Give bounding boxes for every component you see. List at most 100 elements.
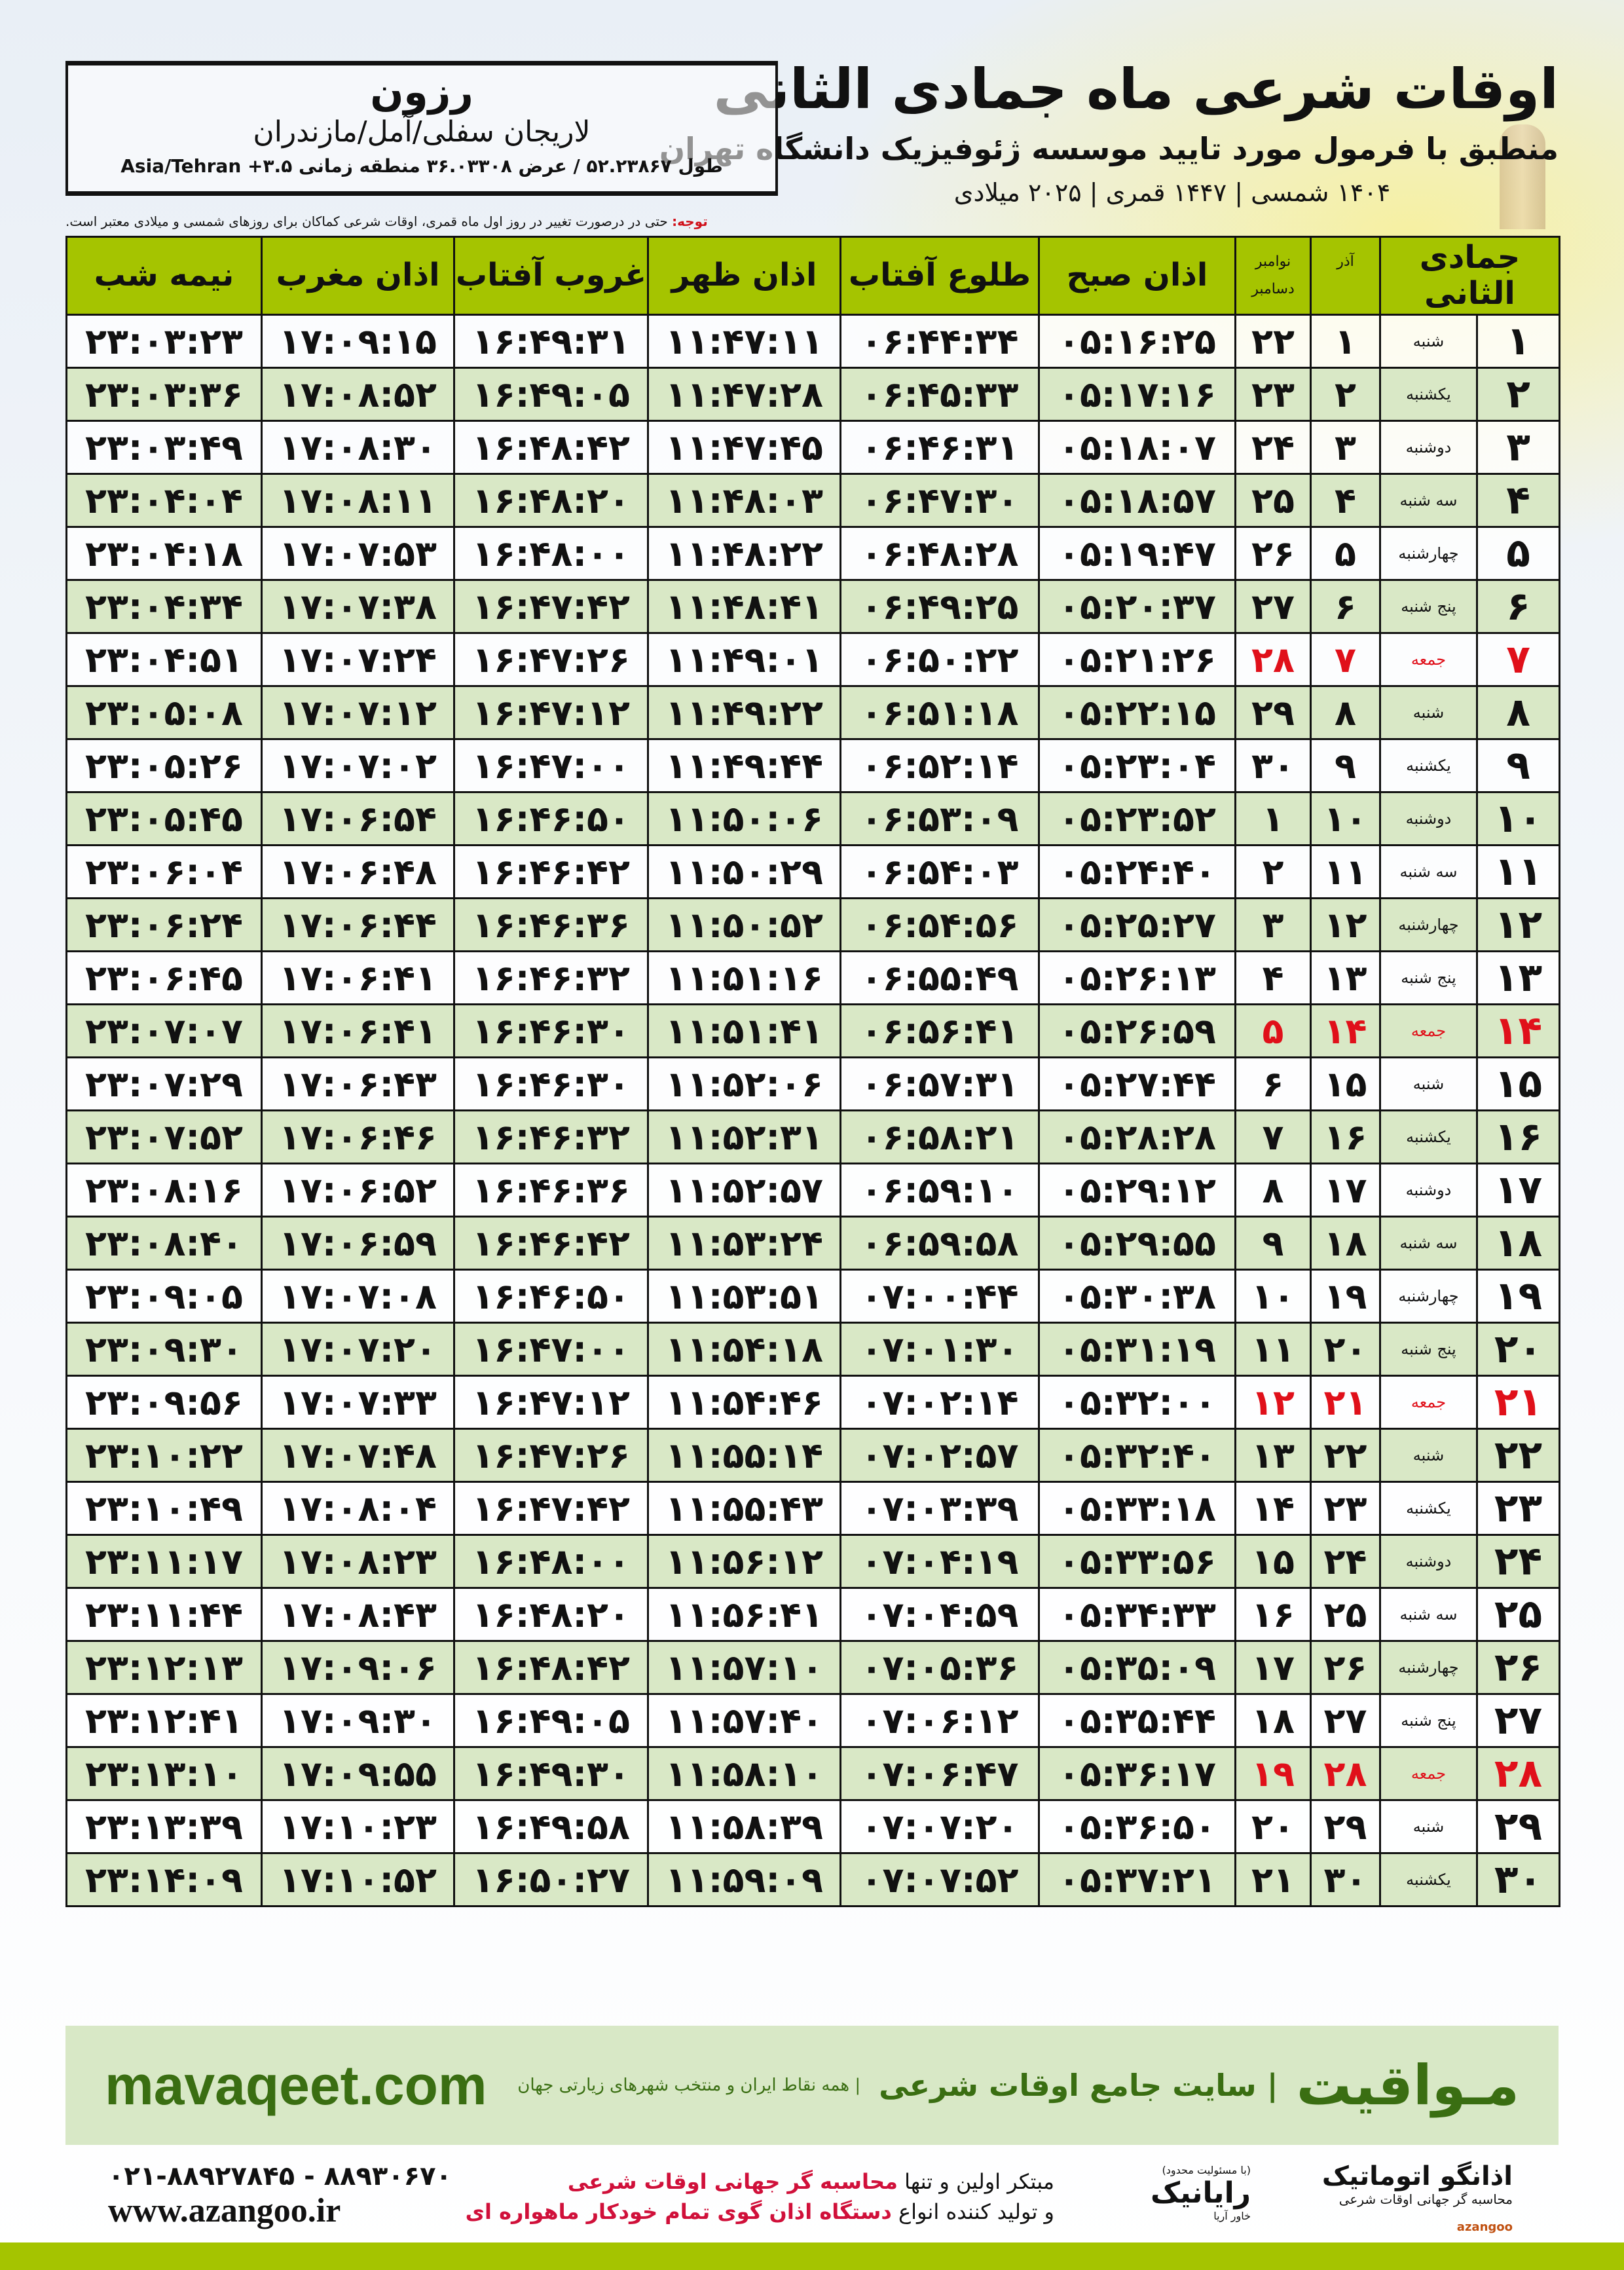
weekday: دوشنبه	[1379, 420, 1478, 475]
azangoo-website[interactable]: www.azangoo.ir	[108, 2192, 341, 2229]
azar-day: ۱۰	[1310, 791, 1381, 846]
day-number: ۲۷	[1476, 1693, 1560, 1748]
dhuhr-time: ۱۱:۵۱:۴۱	[647, 1003, 841, 1058]
day-number: ۱۱	[1476, 844, 1560, 899]
header-azar-label: آذر	[1337, 253, 1354, 270]
midnight-time: ۲۳:۱۳:۳۹	[65, 1799, 263, 1854]
sunrise-time: ۰۶:۴۶:۳۱	[840, 420, 1040, 475]
sunset-time: ۱۶:۴۶:۴۲	[453, 1216, 649, 1271]
weekday: شنبه	[1379, 1428, 1478, 1483]
dhuhr-time: ۱۱:۴۸:۲۲	[647, 526, 841, 581]
fajr-time: ۰۵:۲۷:۴۴	[1038, 1056, 1236, 1111]
fajr-time: ۰۵:۳۵:۴۴	[1038, 1693, 1236, 1748]
weekday: سه شنبه	[1379, 1216, 1478, 1271]
sunrise-time: ۰۷:۰۲:۵۷	[840, 1428, 1040, 1483]
midnight-time: ۲۳:۰۷:۲۹	[65, 1056, 263, 1111]
day-number: ۲۶	[1476, 1640, 1560, 1695]
sunset-time: ۱۶:۵۰:۲۷	[453, 1852, 649, 1907]
table-row: ۲۸ جمعه ۲۸ ۱۹ ۰۵:۳۶:۱۷ ۰۷:۰۶:۴۷ ۱۱:۵۸:۱۰ ۱۶:۴۹:…	[65, 1746, 1560, 1801]
header-nov-label: نوامبر	[1255, 253, 1291, 270]
table-row: ۱۸ سه شنبه ۱۸ ۹ ۰۵:۲۹:۵۵ ۰۶:۵۹:۵۸ ۱۱:۵۳:۲۴ ۱۶:۴…	[65, 1216, 1560, 1271]
maghrib-time: ۱۷:۰۸:۱۱	[261, 473, 455, 528]
azar-day: ۲۹	[1310, 1799, 1381, 1854]
gregorian-day: ۶	[1234, 1056, 1312, 1111]
table-row: ۲۱ جمعه ۲۱ ۱۲ ۰۵:۳۲:۰۰ ۰۷:۰۲:۱۴ ۱۱:۵۴:۴۶ ۱۶:۴۷:…	[65, 1375, 1560, 1430]
sunset-time: ۱۶:۴۸:۴۲	[453, 1640, 649, 1695]
note-text: حتی در درصورت تغییر در روز اول ماه قمری،…	[65, 214, 673, 229]
table-row: ۱ شنبه ۱ ۲۲ ۰۵:۱۶:۲۵ ۰۶:۴۴:۳۴ ۱۱:۴۷:۱۱ ۱۶:۴۹:۳۱…	[65, 314, 1560, 369]
page-subtitle: منطبق با فرمول مورد تایید موسسه ژئوفیزیک…	[659, 131, 1559, 166]
maghrib-time: ۱۷:۰۹:۱۵	[261, 314, 455, 369]
azangoo-logo: اذانگو اتوماتیک محاسبه گر جهانی اوقات شر…	[1322, 2161, 1513, 2237]
logo2-side: خاور آریا	[1213, 2210, 1251, 2222]
azar-day: ۱۳	[1310, 950, 1381, 1005]
logo1-latin: azangoo	[1456, 2220, 1513, 2234]
azar-day: ۷	[1310, 632, 1381, 687]
midnight-time: ۲۳:۱۳:۱۰	[65, 1746, 263, 1801]
promo-text: مبتکر اولین و تنها محاسبه گر جهانی اوقات…	[466, 2167, 1054, 2227]
fajr-time: ۰۵:۲۴:۴۰	[1038, 844, 1236, 899]
fajr-time: ۰۵:۳۶:۱۷	[1038, 1746, 1236, 1801]
sunset-time: ۱۶:۴۷:۲۶	[453, 1428, 649, 1483]
title-block: اوقات شرعی ماه جمادی الثانی منطبق با فرم…	[659, 0, 1559, 223]
table-row: ۲۶ چهارشنبه ۲۶ ۱۷ ۰۵:۳۵:۰۹ ۰۷:۰۵:۳۶ ۱۱:۵۷:۱۰ ۱۶…	[65, 1640, 1560, 1695]
weekday: دوشنبه	[1379, 1534, 1478, 1589]
dhuhr-time: ۱۱:۴۸:۰۳	[647, 473, 841, 528]
contact-block: ۰۲۱-۸۸۹۲۷۸۴۵ - ۸۸۹۳۰۶۷۰ www.azangoo.ir	[108, 2161, 452, 2230]
maghrib-time: ۱۷:۰۶:۵۴	[261, 791, 455, 846]
logo1-sub: محاسبه گر جهانی اوقات شرعی	[1338, 2191, 1513, 2207]
sunrise-time: ۰۶:۴۵:۳۳	[840, 367, 1040, 422]
rayanik-logo: (با مسئولیت محدود) رایانیک خاور آریا	[1151, 2164, 1251, 2222]
weekday: شنبه	[1379, 1799, 1478, 1854]
sunset-time: ۱۶:۴۶:۳۶	[453, 1163, 649, 1218]
azar-day: ۱۵	[1310, 1056, 1381, 1111]
sunset-time: ۱۶:۴۹:۵۸	[453, 1799, 649, 1854]
azar-day: ۱۸	[1310, 1216, 1381, 1271]
dhuhr-time: ۱۱:۴۸:۴۱	[647, 579, 841, 634]
azar-day: ۱۷	[1310, 1163, 1381, 1218]
brand-tagline: | سایت جامع اوقات شرعی	[879, 2068, 1278, 2103]
fajr-time: ۰۵:۱۸:۵۷	[1038, 473, 1236, 528]
dhuhr-time: ۱۱:۴۹:۴۴	[647, 738, 841, 793]
day-number: ۲	[1476, 367, 1560, 422]
table-row: ۲۹ شنبه ۲۹ ۲۰ ۰۵:۳۶:۵۰ ۰۷:۰۷:۲۰ ۱۱:۵۸:۳۹ ۱۶:۴۹:…	[65, 1799, 1560, 1854]
azar-day: ۱۴	[1310, 1003, 1381, 1058]
day-number: ۳	[1476, 420, 1560, 475]
midnight-time: ۲۳:۰۹:۰۵	[65, 1269, 263, 1324]
sunrise-time: ۰۶:۵۱:۱۸	[840, 685, 1040, 740]
gregorian-day: ۱۴	[1234, 1481, 1312, 1536]
maghrib-time: ۱۷:۰۸:۴۳	[261, 1587, 455, 1642]
day-number: ۵	[1476, 526, 1560, 581]
fajr-time: ۰۵:۳۵:۰۹	[1038, 1640, 1236, 1695]
website-link[interactable]: mavaqeet.com	[105, 2054, 487, 2116]
azar-day: ۲۳	[1310, 1481, 1381, 1536]
sunrise-time: ۰۶:۵۹:۵۸	[840, 1216, 1040, 1271]
midnight-time: ۲۳:۰۸:۴۰	[65, 1216, 263, 1271]
azar-day: ۱۲	[1310, 897, 1381, 952]
table-row: ۲ یکشنبه ۲ ۲۳ ۰۵:۱۷:۱۶ ۰۶:۴۵:۳۳ ۱۱:۴۷:۲۸ ۱۶:۴۹:…	[65, 367, 1560, 422]
gregorian-day: ۲۰	[1234, 1799, 1312, 1854]
table-row: ۱۵ شنبه ۱۵ ۶ ۰۵:۲۷:۴۴ ۰۶:۵۷:۳۱ ۱۱:۵۲:۰۶ ۱۶:۴۶:۳…	[65, 1056, 1560, 1111]
azar-day: ۲۸	[1310, 1746, 1381, 1801]
fajr-time: ۰۵:۲۹:۵۵	[1038, 1216, 1236, 1271]
dhuhr-time: ۱۱:۵۶:۱۲	[647, 1534, 841, 1589]
gregorian-day: ۱	[1234, 791, 1312, 846]
gregorian-day: ۱۷	[1234, 1640, 1312, 1695]
fajr-time: ۰۵:۲۸:۲۸	[1038, 1109, 1236, 1164]
fajr-time: ۰۵:۳۳:۱۸	[1038, 1481, 1236, 1536]
dhuhr-time: ۱۱:۵۳:۲۴	[647, 1216, 841, 1271]
weekday: دوشنبه	[1379, 1163, 1478, 1218]
azar-day: ۹	[1310, 738, 1381, 793]
azar-day: ۲۵	[1310, 1587, 1381, 1642]
day-number: ۴	[1476, 473, 1560, 528]
weekday: شنبه	[1379, 314, 1478, 369]
weekday: یکشنبه	[1379, 1109, 1478, 1164]
azar-day: ۱۶	[1310, 1109, 1381, 1164]
city-name: رزون	[370, 69, 473, 115]
gregorian-day: ۹	[1234, 1216, 1312, 1271]
midnight-time: ۲۳:۰۵:۲۶	[65, 738, 263, 793]
day-number: ۱۲	[1476, 897, 1560, 952]
fajr-time: ۰۵:۳۶:۵۰	[1038, 1799, 1236, 1854]
sunset-time: ۱۶:۴۷:۰۰	[453, 738, 649, 793]
maghrib-time: ۱۷:۰۶:۴۴	[261, 897, 455, 952]
